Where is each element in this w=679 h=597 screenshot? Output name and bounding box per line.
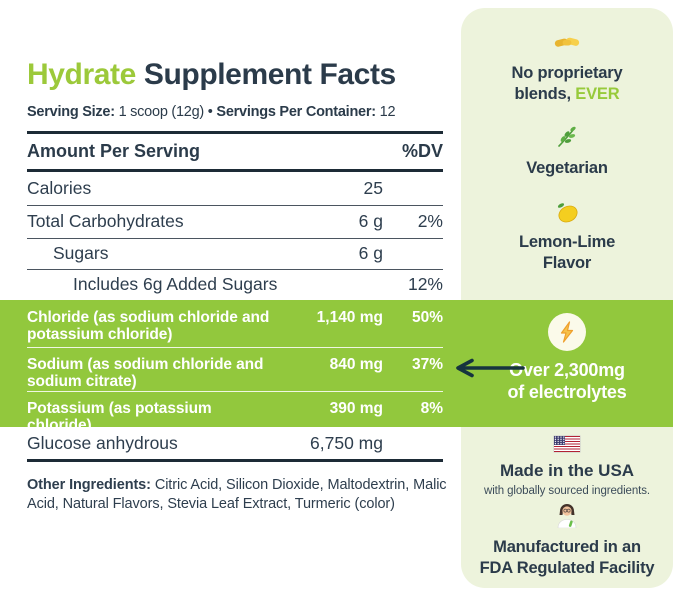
amount-per-serving-header: Amount Per Serving (27, 140, 201, 161)
nutrient-amount: 6,750 mg (310, 432, 383, 453)
nutrient-dv: 8% (420, 400, 443, 417)
table-row-sodium: Sodium (as sodium chloride and sodium ci… (27, 347, 443, 392)
divider-thick-bottom (27, 459, 443, 462)
nutrient-amount: 1,140 mg (316, 309, 383, 326)
benefit-electrolytes: Over 2,300mg of electrolytes (461, 313, 673, 403)
lightning-icon (548, 313, 586, 351)
other-ingredients: Other Ingredients: Citric Acid, Silicon … (27, 476, 451, 513)
nutrient-name: Includes 6g Added Sugars (73, 274, 278, 294)
divider-thick-top (27, 131, 443, 134)
dv-header: %DV (401, 140, 443, 161)
fda-line1: Manufactured in an (493, 538, 641, 556)
nutrient-name: Potassium (as potassium chloride) (27, 400, 212, 434)
nutrient-dv: 2% (417, 211, 443, 231)
table-row-chloride: Chloride (as sodium chloride and potassi… (27, 300, 443, 348)
table-header: Amount Per Serving %DV (27, 136, 443, 166)
benefit-no-proprietary-blends: No proprietary blends, EVER (461, 32, 673, 105)
nutrient-name: Chloride (as sodium chloride and potassi… (27, 309, 270, 343)
vegetarian-label: Vegetarian (526, 159, 608, 177)
benefit-lemon-lime-flavor: Lemon-Lime Flavor (461, 200, 673, 274)
nutrient-amount: 390 mg (329, 400, 383, 417)
serving-info: Serving Size: 1 scoop (12g) • Servings P… (27, 104, 396, 120)
table-row-calories: Calories 25 (27, 172, 443, 206)
serving-size-label: Serving Size: (27, 104, 115, 120)
electrolytes-line1: Over 2,300mg (509, 360, 625, 380)
herb-icon (555, 125, 579, 149)
benefit-made-in-usa: Made in the USA with globally sourced in… (461, 436, 673, 497)
table-row-total-carbohydrates: Total Carbohydrates 6 g 2% (27, 205, 443, 239)
nutrient-name: Sodium (as sodium chloride and sodium ci… (27, 356, 264, 390)
nutrient-amount: 6 g (358, 243, 383, 263)
flavor-line2: Flavor (542, 254, 592, 272)
nutrient-amount: 6 g (358, 211, 383, 231)
nutrient-amount: 840 mg (329, 356, 383, 373)
nutrient-name: Total Carbohydrates (27, 211, 184, 231)
usa-title: Made in the USA (499, 461, 635, 480)
other-ingredients-label: Other Ingredients: (27, 477, 151, 493)
bullet-separator: • (207, 104, 213, 120)
usa-flag-icon (554, 436, 580, 452)
benefit-fda-facility: Manufactured in an FDA Regulated Facilit… (461, 502, 673, 579)
nutrient-name: Sugars (53, 243, 109, 263)
benefit-vegetarian: Vegetarian (461, 125, 673, 179)
page-title: Hydrate Supplement Facts (27, 58, 396, 92)
nutrient-name: Glucose anhydrous (27, 432, 178, 453)
nutrient-dv: 12% (407, 274, 443, 294)
lemon-icon (554, 200, 580, 224)
servings-per-container-label: Servings Per Container: (216, 104, 376, 120)
table-row-potassium: Potassium (as potassium chloride) 390 mg… (27, 391, 443, 434)
other-ingredients-text: Citric Acid, Silicon Dioxide, Maltodextr… (27, 477, 447, 512)
nutrient-dv: 50% (411, 309, 443, 326)
arrow-left-icon (456, 358, 525, 378)
serving-size-value: 1 scoop (12g) (118, 104, 205, 120)
table-row-added-sugars: Includes 6g Added Sugars 12% (27, 269, 443, 300)
usa-subtitle: with globally sourced ingredients. (483, 485, 650, 497)
no-blends-highlight: EVER (575, 85, 620, 103)
divider-thick-header (27, 169, 443, 172)
scientist-icon (555, 502, 579, 529)
table-row-glucose: Glucose anhydrous 6,750 mg (27, 427, 443, 459)
table-row-sugars: Sugars 6 g (27, 238, 443, 270)
servings-per-container-value: 12 (379, 104, 396, 120)
benefits-panel (461, 8, 673, 588)
nutrient-amount: 25 (363, 178, 383, 198)
title-brand: Hydrate (27, 58, 136, 91)
fda-line2: FDA Regulated Facility (479, 559, 655, 577)
nutrient-name: Calories (27, 178, 92, 198)
title-rest: Supplement Facts (135, 58, 396, 91)
flavor-line1: Lemon-Lime (518, 233, 616, 251)
no-blends-line1: No proprietary (511, 64, 623, 82)
no-blends-line2: blends, (514, 85, 576, 103)
nutrient-dv: 37% (411, 356, 443, 373)
handshake-icon (553, 32, 581, 52)
electrolytes-line2: of electrolytes (507, 382, 627, 402)
